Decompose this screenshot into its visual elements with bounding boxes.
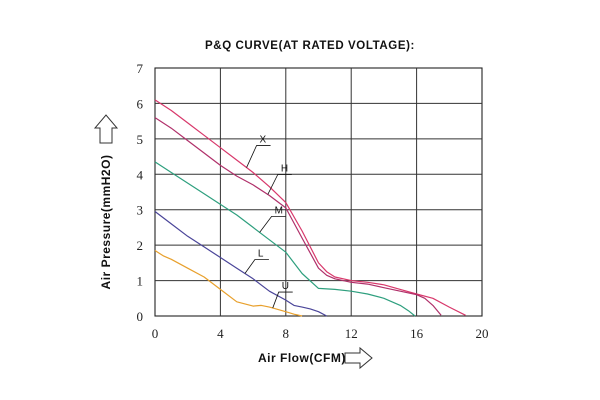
x-tick-label: 0	[152, 326, 159, 341]
y-axis-ticks: 0 1 2 3 4 5 6 7	[137, 61, 144, 324]
leader-line-x	[246, 145, 271, 168]
series-line-m	[154, 161, 416, 317]
series-line-h	[154, 117, 442, 316]
x-tick-label: 4	[217, 326, 224, 341]
leader-line-m	[259, 215, 286, 233]
series-line-l	[154, 211, 327, 317]
series-label-u: U	[282, 281, 289, 292]
x-tick-label: 8	[283, 326, 290, 341]
x-axis-title: Air Flow(CFM)	[258, 351, 346, 365]
series-line-u	[154, 249, 303, 317]
y-tick-label: 4	[137, 167, 144, 182]
y-tick-label: 1	[137, 274, 144, 289]
series-label-x: X	[260, 135, 267, 146]
x-axis-arrow-icon	[344, 346, 373, 370]
y-tick-label: 0	[137, 309, 144, 324]
x-tick-label: 20	[476, 326, 489, 341]
series-label-l: L	[258, 248, 264, 259]
y-tick-label: 6	[137, 96, 144, 111]
leader-line-u	[272, 291, 293, 309]
y-axis-arrow-icon	[93, 114, 119, 144]
series-labels: X H M L U	[244, 135, 293, 309]
plot-area	[154, 67, 483, 317]
y-tick-label: 2	[137, 238, 144, 253]
series-layer	[154, 99, 466, 317]
x-tick-label: 16	[410, 326, 424, 341]
y-tick-label: 5	[137, 132, 144, 147]
series-line-x	[154, 99, 466, 316]
series-label-h: H	[281, 163, 288, 174]
y-axis-title: Air Pressure(mmH2O)	[99, 155, 113, 290]
x-axis-ticks: 0 4 8 12 16 20	[152, 326, 489, 341]
leader-line-h	[267, 174, 292, 195]
x-tick-label: 12	[345, 326, 358, 341]
series-label-m: M	[275, 205, 283, 216]
chart-title: P&Q CURVE(AT RATED VOLTAGE):	[205, 40, 415, 52]
y-tick-label: 7	[137, 61, 144, 76]
y-tick-label: 3	[137, 203, 144, 218]
leader-line-l	[244, 259, 269, 274]
